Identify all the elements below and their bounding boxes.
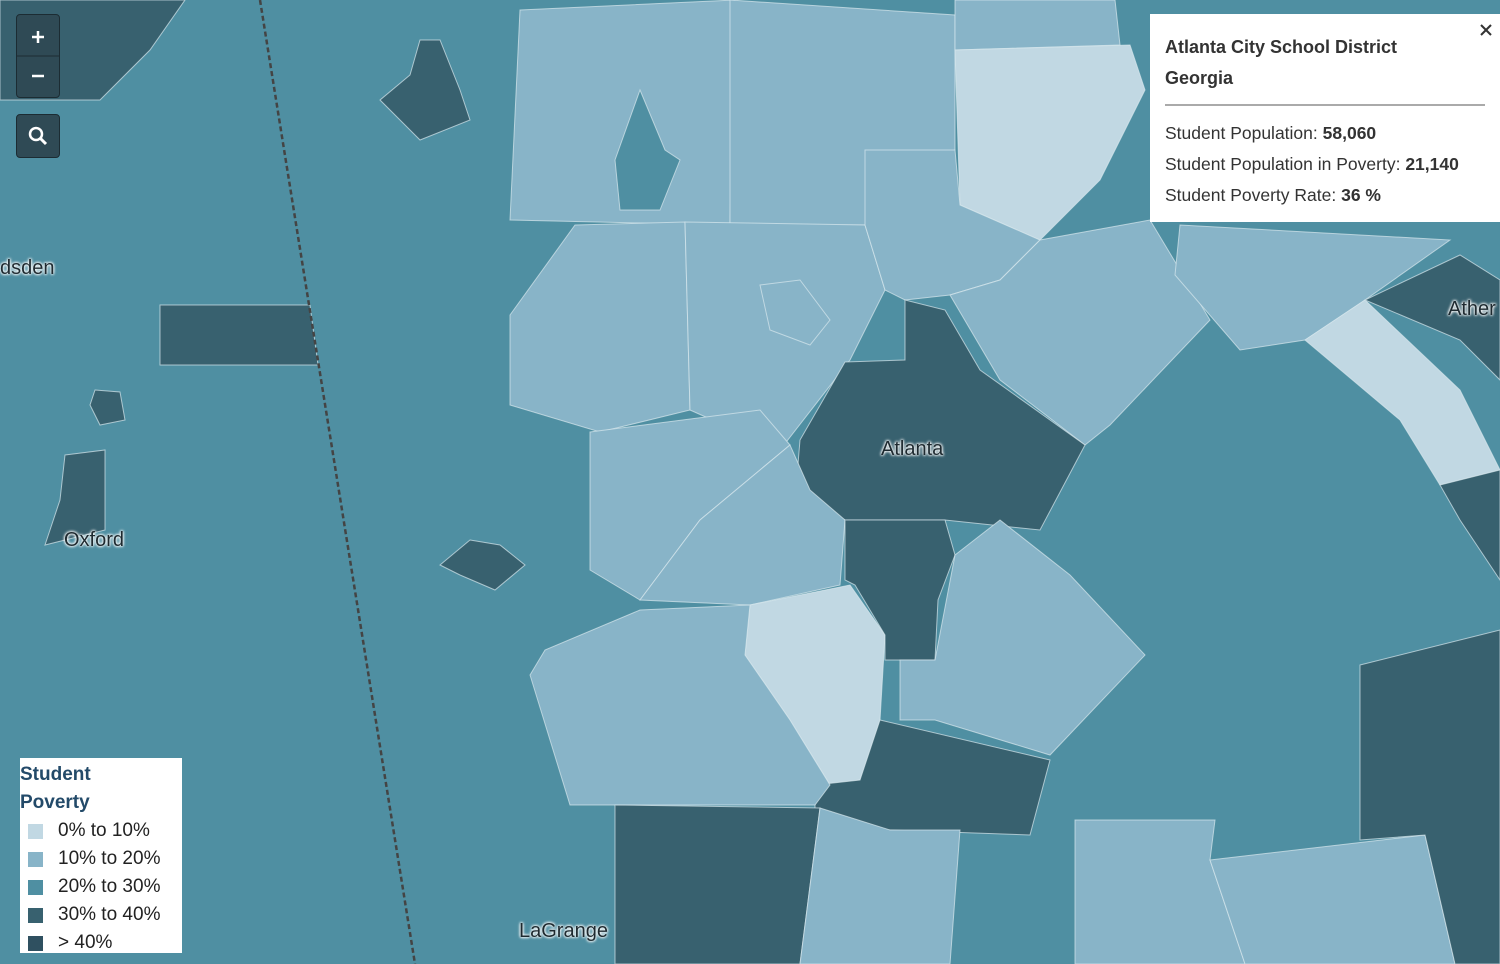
zoom-controls [16, 14, 60, 98]
district[interactable] [1363, 254, 1500, 381]
place-label: Atlanta [881, 438, 944, 460]
legend-swatch [28, 935, 43, 951]
district[interactable] [89, 389, 126, 426]
divider [1165, 104, 1485, 106]
district[interactable] [1359, 629, 1500, 964]
row-label: Student Population: [1165, 123, 1318, 143]
legend-label: 10% to 20% [58, 848, 161, 869]
state-line [258, 0, 417, 964]
popup-row: Student Poverty Rate: 36 % [1165, 180, 1485, 211]
place-label: Ather [1448, 298, 1496, 320]
district[interactable] [1074, 819, 1246, 964]
district[interactable] [954, 0, 1121, 51]
district[interactable] [614, 804, 821, 964]
zoom-out-button[interactable] [17, 56, 59, 97]
legend-label: 20% to 30% [58, 876, 161, 897]
legend-item: 0% to 10% [20, 817, 182, 845]
legend: Student Poverty 0% to 10% 10% to 20% 20% t… [20, 758, 182, 953]
district[interactable] [44, 449, 106, 546]
district[interactable] [949, 219, 1211, 446]
popup-row: Student Population in Poverty: 21,140 [1165, 149, 1485, 180]
legend-label: > 40% [58, 932, 113, 953]
district[interactable] [509, 221, 691, 433]
district[interactable] [759, 279, 831, 346]
legend-swatch [28, 907, 43, 923]
search-icon [28, 126, 48, 146]
row-value: 36 % [1341, 185, 1381, 205]
place-label: dsden [0, 257, 55, 279]
legend-label: 0% to 10% [58, 820, 150, 841]
popup-row: Student Population: 58,060 [1165, 118, 1485, 149]
district[interactable] [529, 604, 831, 806]
popup-rows: Student Population: 58,060 Student Popula… [1165, 118, 1485, 211]
legend-title: Student Poverty [20, 764, 91, 813]
district[interactable] [799, 807, 961, 964]
place-label: Oxford [64, 529, 125, 551]
legend-swatch [28, 879, 43, 895]
legend-items: 0% to 10% 10% to 20% 20% to 30% 30% to 40% >… [20, 817, 182, 957]
row-label: Student Poverty Rate: [1165, 185, 1337, 205]
row-value: 58,060 [1322, 123, 1377, 143]
district[interactable] [439, 539, 526, 591]
row-label: Student Population in Poverty: [1165, 154, 1401, 174]
zoom-icons [17, 15, 59, 97]
legend-item: 10% to 20% [20, 845, 182, 873]
district[interactable] [379, 39, 471, 141]
district[interactable] [1439, 469, 1500, 581]
legend-swatch [28, 851, 43, 867]
row-value: 21,140 [1405, 154, 1459, 174]
district[interactable] [614, 88, 681, 211]
legend-item: 30% to 40% [20, 901, 182, 929]
legend-item: > 40% [20, 929, 182, 957]
popup: Atlanta City School District Georgia Stu… [1150, 14, 1500, 222]
district[interactable] [159, 304, 319, 366]
place-label: LaGrange [519, 920, 608, 942]
popup-title: Atlanta City School District [1165, 37, 1398, 57]
zoom-in-button[interactable] [17, 15, 59, 56]
popup-subtitle: Georgia [1165, 68, 1234, 88]
district[interactable] [954, 44, 1146, 241]
legend-swatch [28, 823, 43, 839]
legend-label: 30% to 40% [58, 904, 161, 925]
search-button[interactable] [16, 114, 60, 158]
district[interactable] [1209, 834, 1456, 964]
close-button[interactable] [1478, 22, 1494, 38]
district[interactable] [899, 519, 1146, 756]
legend-item: 20% to 30% [20, 873, 182, 901]
